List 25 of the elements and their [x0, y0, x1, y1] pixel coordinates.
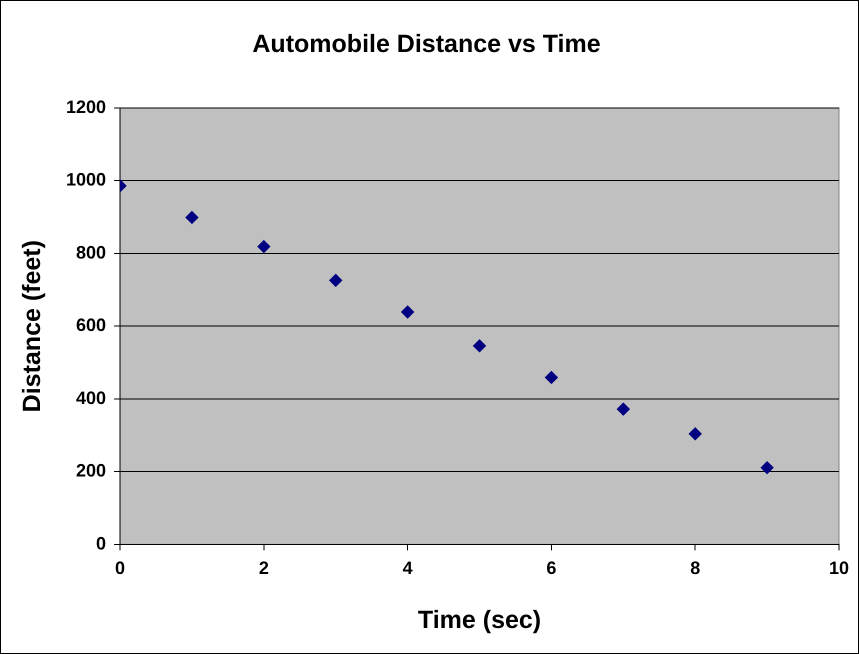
y-axis-title: Distance (feet)	[18, 240, 46, 412]
x-tick-label: 8	[690, 558, 700, 578]
y-tick-label: 200	[76, 460, 106, 481]
point	[760, 461, 774, 474]
point	[473, 339, 486, 352]
y-tick-label: 1000	[66, 170, 106, 190]
point	[688, 427, 702, 440]
x-tick-label: 4	[402, 558, 413, 578]
x-tick-label: 0	[115, 558, 126, 578]
y-tick-label: 400	[76, 388, 106, 408]
point	[185, 210, 198, 224]
point	[329, 274, 342, 287]
y-tick-label: 600	[76, 315, 106, 336]
y-tick-label: 0	[96, 533, 106, 554]
y-tick-label: 1200	[66, 96, 106, 117]
x-tick-label: 6	[546, 558, 556, 578]
point	[257, 240, 270, 254]
chart-title: Automobile Distance vs Time	[252, 30, 601, 58]
x-tick-label: 2	[258, 558, 269, 578]
point	[544, 370, 558, 384]
x-tick-label: 10	[828, 558, 850, 578]
x-axis-title: Time (sec)	[418, 606, 542, 634]
y-tick-label: 800	[76, 242, 106, 262]
point	[616, 402, 630, 416]
point	[401, 306, 414, 319]
